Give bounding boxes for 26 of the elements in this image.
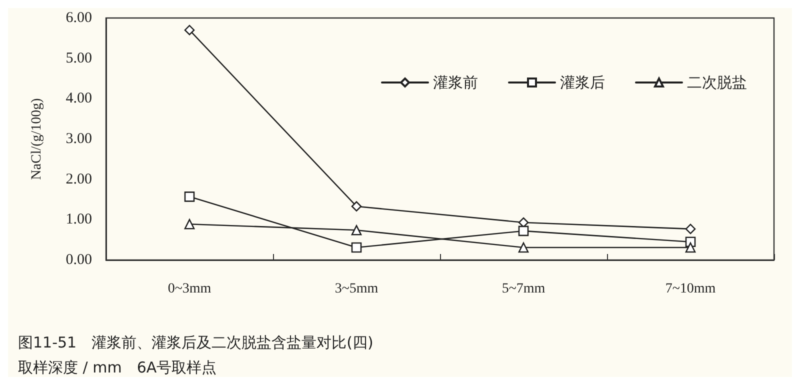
point: [685, 242, 696, 253]
y-tick-label: 0.00: [66, 252, 92, 268]
point: [685, 224, 696, 234]
legend-label: 灌浆后: [560, 74, 605, 92]
x-tick-label: 0~3mm: [168, 282, 212, 296]
y-tick-label: 4.00: [66, 90, 92, 107]
text: 取样深度 / mm 6A号取样点: [18, 358, 217, 376]
x-tick-label: 5~7mm: [502, 282, 546, 296]
y-axis-title: NaCl/(g/100g): [30, 98, 44, 180]
y-tick-label: 1.00: [66, 212, 92, 228]
point: [184, 192, 195, 202]
y-tick-label: 3.00: [66, 131, 92, 147]
point: [518, 242, 529, 253]
point: [184, 24, 195, 36]
x-tick-label: 3~5mm: [334, 282, 378, 296]
y-tick-label: 6.00: [66, 10, 92, 26]
x-tick-label: 7~10mm: [665, 282, 716, 296]
point: [351, 242, 362, 253]
y-tick-label: 2.00: [66, 171, 92, 188]
text: 图11-51 灌浆前、灌浆后及二次脱盐含盐量对比(四): [18, 334, 374, 352]
point: [518, 226, 529, 236]
y-tick-label: 5.00: [66, 50, 92, 66]
point: [351, 225, 362, 236]
point: [184, 218, 195, 230]
legend-label: 灌浆前: [433, 74, 478, 92]
legend-label: 二次脱盐: [687, 74, 747, 92]
